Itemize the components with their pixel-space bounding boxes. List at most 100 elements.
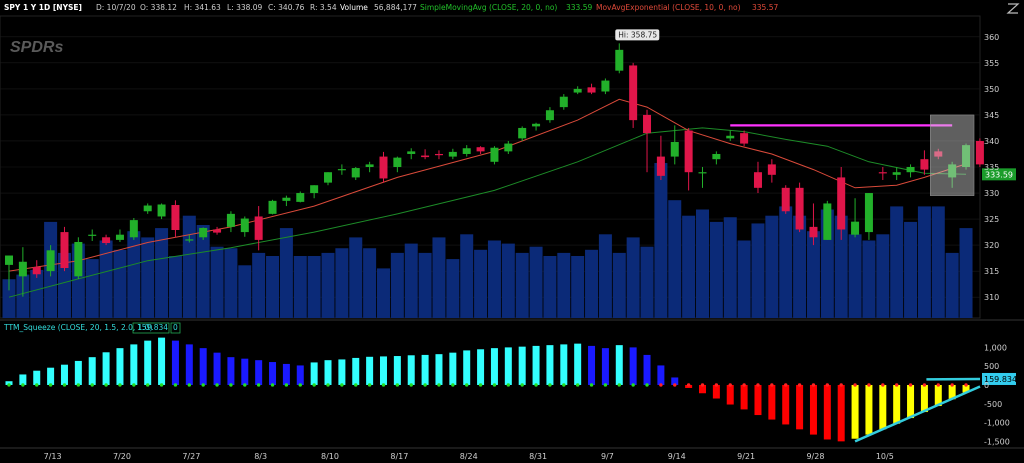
candle-up[interactable] [518,127,527,139]
candle-down[interactable] [767,164,776,175]
candle-down[interactable] [254,216,263,240]
candle-up[interactable] [337,169,346,171]
candle-down[interactable] [934,151,943,157]
price-axis[interactable]: 360 355 350 345 340 335 330 325 320 315 310 [984,33,999,302]
candle-up[interactable] [226,213,235,227]
candle-up[interactable] [143,205,152,212]
candle-down[interactable] [809,226,818,238]
squeeze-tick-label: -500 [984,400,1002,409]
candle-up[interactable] [157,204,166,217]
volume-bar [904,221,918,318]
candle-up[interactable] [851,221,860,235]
candle-up[interactable] [296,193,305,202]
candle-down[interactable] [920,159,929,170]
candle-down[interactable] [684,130,693,173]
squeeze-study-label[interactable]: TTM_Squeeze (CLOSE, 20, 1.5, 2.0, 1.0) [3,323,153,332]
candle-up[interactable] [559,96,568,108]
candle-up[interactable] [129,220,138,238]
squeeze-dot [700,383,705,387]
candle-up[interactable] [962,145,971,167]
candle-up[interactable] [282,197,291,201]
candle-down[interactable] [975,140,984,165]
candle-up[interactable] [864,193,873,233]
candle-up[interactable] [601,80,610,92]
candle-up[interactable] [407,151,416,154]
candle-down[interactable] [753,172,762,188]
candle-up[interactable] [948,164,957,178]
candle-up[interactable] [46,250,55,272]
candle-down[interactable] [476,147,485,152]
candle-up[interactable] [545,110,554,121]
candle-up[interactable] [698,172,707,174]
squeeze-zero-box [170,322,181,334]
squeeze-dot [159,383,164,387]
candle-up[interactable] [448,151,457,157]
squeeze-bar [629,347,637,385]
candle-down[interactable] [656,156,665,176]
volume-bar [668,200,682,318]
candle-up[interactable] [532,123,541,127]
candle-down[interactable] [213,229,222,233]
candle-up[interactable] [74,241,83,277]
candle-down[interactable] [781,187,790,212]
squeeze-trend-line[interactable] [854,385,981,443]
squeeze-dot [839,383,843,387]
candle-down[interactable] [740,133,749,144]
candle-up[interactable] [823,203,832,240]
candle-down[interactable] [837,177,846,230]
candle-up[interactable] [268,200,277,214]
candle-down[interactable] [643,114,652,134]
low-value: L: 338.09 [227,3,263,12]
annotations[interactable]: Hi: 358.75 333.59 [615,29,1016,196]
squeeze-dot [742,383,746,387]
candlesticks[interactable] [5,43,984,297]
highlight-box[interactable] [930,114,975,196]
squeeze-bar [851,384,859,439]
candle-up[interactable] [504,143,513,152]
date-axis[interactable]: 7/13 7/20 7/27 8/3 8/10 8/17 8/24 8/31 9/7 9/14 9/… [44,452,894,461]
candle-down[interactable] [32,266,41,275]
ema-study-label[interactable]: MovAvgExponential (CLOSE, 10, 0, no) [596,3,741,12]
collapse-icon[interactable] [1006,3,1020,14]
candle-up[interactable] [615,49,624,71]
candle-up[interactable] [185,239,194,241]
candle-up[interactable] [365,164,374,167]
sma-study-label[interactable]: SimpleMovingAvg (CLOSE, 20, 0, no) [420,3,557,12]
candle-up[interactable] [240,218,249,233]
candle-down[interactable] [587,87,596,93]
candle-down[interactable] [379,156,388,179]
candle-up[interactable] [310,185,319,194]
volume-bar [931,206,945,318]
candle-up[interactable] [393,157,402,167]
candle-down[interactable] [629,65,638,121]
squeeze-bar [324,360,332,385]
squeeze-dot [229,383,233,387]
candle-up[interactable] [892,172,901,175]
candle-down[interactable] [878,172,887,174]
candle-up[interactable] [199,227,208,238]
candle-up[interactable] [324,172,333,183]
candle-up[interactable] [726,135,735,139]
candle-up[interactable] [462,148,471,154]
candle-up[interactable] [670,142,679,157]
symbol-label[interactable]: SPY 1 Y 1D [NYSE] [4,3,82,12]
price-tick-label: 330 [984,189,999,198]
candle-down[interactable] [102,237,111,244]
candle-up[interactable] [5,255,13,265]
candle-down[interactable] [434,153,443,156]
candle-up[interactable] [115,234,124,240]
candle-down[interactable] [171,205,180,231]
candle-up[interactable] [712,153,721,160]
candle-up[interactable] [573,88,582,93]
candle-up[interactable] [351,168,360,178]
squeeze-bar [796,384,804,430]
squeeze-dot [48,383,53,387]
candle-up[interactable] [490,147,499,162]
candle-up[interactable] [18,261,27,277]
volume-bar [654,163,668,318]
candle-up[interactable] [906,167,915,173]
candle-down[interactable] [60,232,69,269]
candle-up[interactable] [88,234,97,236]
candle-down[interactable] [795,187,804,230]
candle-down[interactable] [421,155,430,158]
